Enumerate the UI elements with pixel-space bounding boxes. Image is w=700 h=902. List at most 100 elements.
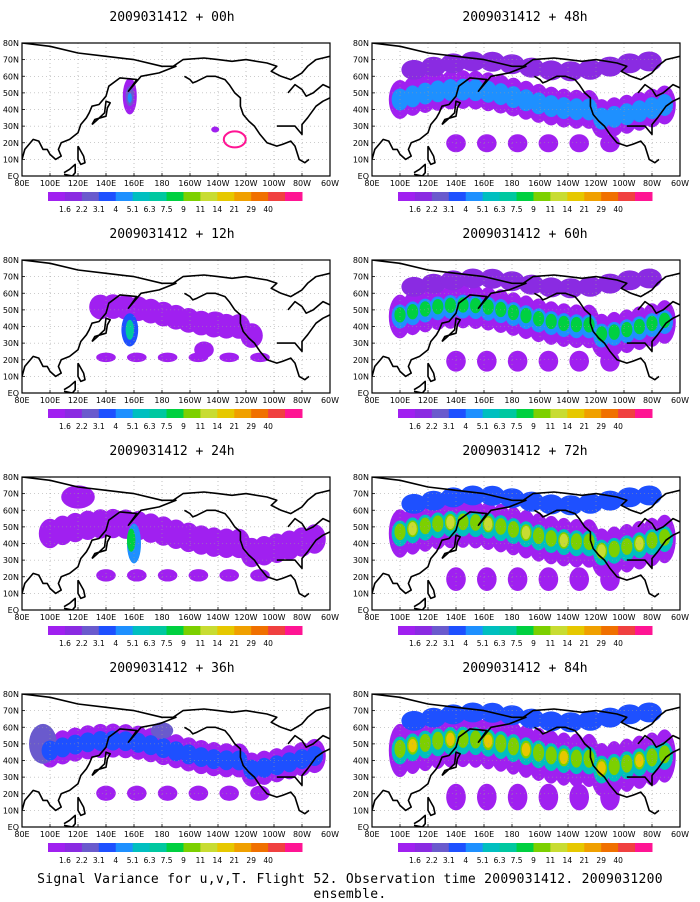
coastline (183, 292, 310, 381)
variance-contour (446, 567, 466, 591)
coastline (533, 292, 660, 381)
colorbar-tick-label: 5.1 (127, 856, 139, 865)
variance-contour (446, 732, 455, 746)
x-tick-label: 140E (446, 396, 466, 405)
colorbar-swatch (81, 192, 100, 201)
variance-contour (631, 100, 648, 123)
colorbar-tick-label: 21 (229, 639, 239, 648)
colorbar-tick-label: 1.6 (59, 205, 71, 214)
variance-contour (444, 297, 456, 313)
y-tick-label: 40N (353, 757, 369, 766)
colorbar-tick-label: 40 (613, 422, 623, 431)
colorbar-swatch (132, 409, 151, 418)
colorbar-swatch (149, 192, 168, 201)
x-tick-label: 80E (364, 396, 379, 405)
colorbar-swatch (618, 843, 636, 852)
variance-contour (460, 702, 486, 723)
colorbar-swatch (584, 409, 602, 418)
variance-contour (54, 737, 71, 758)
colorbar-swatch (48, 626, 66, 635)
variance-contour (192, 747, 210, 768)
colorbar-tick-label: 29 (246, 856, 256, 865)
colorbar-swatch (482, 409, 501, 418)
panel-title: 2009031412 + 00h (109, 10, 234, 25)
x-tick-label: 140W (556, 396, 579, 405)
colorbar-swatch (81, 626, 100, 635)
x-tick-label: 160E (474, 830, 494, 839)
variance-contour (570, 316, 582, 333)
coastline (427, 579, 436, 600)
colorbar: 1.6 2.2 3.1 4 5.1 6.3 7.5 9 11 14 21 29 40 (48, 409, 303, 431)
x-tick-label: 180 (504, 830, 519, 839)
colorbar-tick-label: 9 (181, 205, 186, 214)
x-tick-label: 160E (124, 396, 144, 405)
coastline (372, 694, 527, 812)
colorbar-tick-label: 5.1 (477, 422, 489, 431)
y-tick-label: 50N (3, 306, 19, 315)
coastline (183, 726, 310, 815)
x-tick-label: 60W (671, 396, 689, 405)
coastline (372, 43, 527, 161)
variance-contour (608, 757, 620, 776)
colorbar-swatch (550, 192, 568, 201)
variance-contour (533, 310, 545, 327)
panel-title: 2009031412 + 48h (462, 10, 587, 25)
colorbar-tick-label: 3.1 (443, 205, 455, 214)
colorbar-swatch (398, 843, 416, 852)
coastline (91, 751, 111, 777)
variance-contour (467, 79, 484, 102)
x-tick-label: 80W (293, 179, 311, 188)
variance-contour (521, 525, 531, 540)
colorbar-tick-label: 7.5 (161, 205, 173, 214)
x-tick-label: 80W (643, 613, 661, 622)
colorbar-tick-label: 11 (196, 639, 206, 648)
variance-contour (188, 785, 209, 801)
x-tick-label: 120W (584, 179, 607, 188)
colorbar-tick-label: 40 (613, 856, 623, 865)
colorbar-swatch (398, 192, 416, 201)
variance-contour (593, 107, 610, 130)
variance-contour (66, 734, 84, 755)
colorbar-swatch (584, 843, 602, 852)
colorbar-swatch (465, 843, 484, 852)
y-tick-label: 50N (353, 306, 369, 315)
colorbar-swatch (200, 843, 218, 852)
variance-contour (205, 311, 225, 325)
variance-contour (157, 569, 178, 582)
variance-contour (125, 319, 134, 340)
x-tick-label: 160E (474, 396, 494, 405)
x-tick-label: 160W (178, 179, 201, 188)
x-tick-label: 100W (612, 613, 635, 622)
variance-contour (605, 105, 623, 128)
figure-caption: Signal Variance for u,v,T. Flight 52. Ob… (37, 872, 663, 902)
colorbar-tick-label: 40 (613, 639, 623, 648)
x-tick-label: 140W (556, 179, 579, 188)
variance-contour (507, 350, 528, 372)
y-tick-label: 40N (353, 106, 369, 115)
y-tick-label: 20N (3, 790, 19, 799)
variance-contour (79, 732, 97, 753)
y-tick-label: 30N (353, 122, 369, 131)
variance-contour (519, 708, 545, 729)
colorbar-tick-label: 21 (229, 205, 239, 214)
variance-contour (157, 352, 178, 363)
variance-contour (484, 734, 493, 748)
colorbar-tick-label: 5.1 (477, 856, 489, 865)
y-tick-label: 70N (353, 707, 369, 716)
variance-contour (470, 297, 482, 314)
colorbar-tick-label: 1.6 (409, 856, 421, 865)
coastline (533, 75, 660, 164)
colorbar-swatch (183, 192, 201, 201)
coastline (522, 489, 680, 515)
colorbar-swatch (499, 843, 518, 852)
variance-contour (569, 567, 589, 591)
y-tick-label: 10N (3, 372, 19, 381)
y-tick-label: 70N (3, 707, 19, 716)
colorbar-tick-label: 2.2 (426, 856, 438, 865)
variance-contour (621, 538, 633, 555)
colorbar-swatch (98, 192, 117, 201)
colorbar-tick-label: 14 (563, 205, 573, 214)
x-tick-label: 80W (643, 830, 661, 839)
x-tick-label: 120E (418, 396, 438, 405)
variance-contour (558, 315, 570, 332)
